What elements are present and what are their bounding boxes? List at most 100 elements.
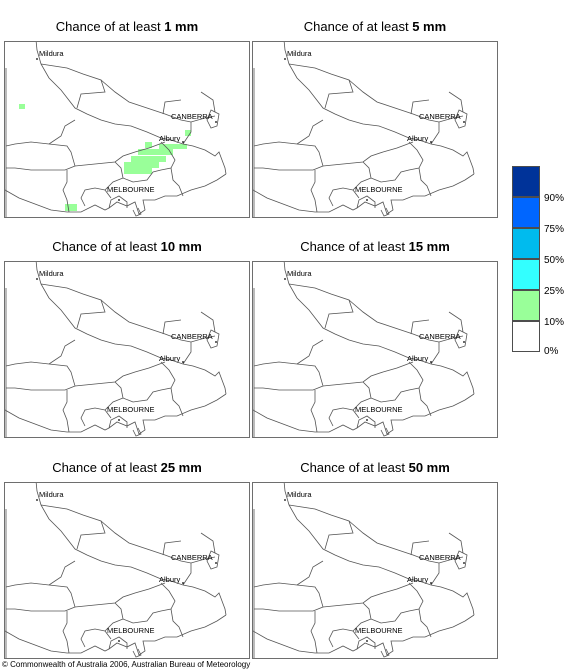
boundary-line <box>356 415 376 429</box>
place-label-melbourne: MELBOURNE <box>355 405 403 414</box>
panel-title-amount: 15 mm <box>408 239 450 254</box>
boundary-line <box>296 119 324 145</box>
panel-title: Chance of at least 5 mm <box>252 18 498 38</box>
boundary-line <box>448 91 464 113</box>
panel-title-prefix: Chance of at least <box>300 460 405 475</box>
boundary-line <box>410 319 430 335</box>
boundary-line <box>288 63 354 109</box>
boundary-line <box>170 387 184 417</box>
rain-chance-cell <box>138 156 145 162</box>
boundary-line <box>352 602 372 640</box>
boundary-line <box>253 141 324 171</box>
place-label-melbourne: MELBOURNE <box>355 185 403 194</box>
rain-chance-cell <box>173 144 180 149</box>
boundary-line <box>132 427 142 437</box>
boundary-line <box>5 141 76 171</box>
boundary-line <box>62 170 70 213</box>
boundary-line <box>170 167 184 197</box>
boundary-line <box>206 109 220 129</box>
place-dot-mildura <box>36 278 38 280</box>
boundary-line <box>253 393 475 435</box>
boundary-line <box>48 339 76 365</box>
map-canvas: Mildura CANBERRA Albury MELBOURNE <box>253 483 475 658</box>
rain-chance-cell <box>145 162 152 168</box>
rain-chance-cell <box>145 168 152 174</box>
boundary-line <box>170 608 184 638</box>
map-canvas: Mildura CANBERRA Albury MELBOURNE <box>253 42 475 217</box>
copyright-notice: © Commonwealth of Australia 2006, Austra… <box>2 660 251 669</box>
victoria-map: Mildura CANBERRA Albury MELBOURNE <box>252 261 498 438</box>
place-dot-canberra <box>215 341 217 343</box>
panel-title-amount: 25 mm <box>160 460 202 475</box>
boundary-line <box>418 167 432 197</box>
boundary-line <box>35 42 227 175</box>
rain-chance-cell <box>138 162 145 168</box>
rain-chance-cell <box>19 104 25 109</box>
boundary-line <box>104 602 124 640</box>
boundary-line <box>283 42 475 175</box>
legend-tick-25: 25% <box>544 286 565 297</box>
boundary-line <box>200 311 216 333</box>
boundary-line <box>40 63 106 109</box>
boundary-line <box>200 532 216 554</box>
place-dot-albury <box>182 361 184 363</box>
rain-chance-cell <box>131 168 138 174</box>
map-canvas: Mildura CANBERRA Albury MELBOURNE <box>5 262 227 437</box>
place-dot-canberra <box>215 121 217 123</box>
rain-chance-cell <box>152 162 159 168</box>
place-label-melbourne: MELBOURNE <box>107 185 155 194</box>
place-dot-albury <box>430 361 432 363</box>
boundary-line <box>80 187 106 207</box>
victoria-map: Mildura CANBERRA Albury MELBOURNE <box>4 482 250 659</box>
place-dot-melbourne <box>366 199 368 201</box>
legend-tick-50: 50% <box>544 255 565 266</box>
place-dot-albury <box>430 582 432 584</box>
boundary-line <box>352 381 372 419</box>
boundary-line <box>310 611 318 654</box>
boundary-line <box>430 342 440 365</box>
boundary-line <box>108 636 128 650</box>
boundary-line <box>380 427 390 437</box>
place-dot-mildura <box>36 499 38 501</box>
place-label-canberra: CANBERRA <box>171 112 213 121</box>
rain-chance-cell <box>124 168 131 174</box>
place-dot-melbourne <box>118 640 120 642</box>
boundary-line <box>356 195 376 209</box>
place-dot-canberra <box>463 121 465 123</box>
panel-title: Chance of at least 25 mm <box>4 459 250 479</box>
probability-legend: 90% 75% 50% 25% 10% 0% <box>512 166 570 366</box>
boundary-line <box>80 628 106 648</box>
panel-title-amount: 10 mm <box>160 239 202 254</box>
map-canvas: Mildura CANBERRA Albury MELBOURNE <box>5 42 227 217</box>
boundary-line <box>410 540 430 556</box>
place-dot-mildura <box>284 499 286 501</box>
legend-swatch-90-100 <box>512 166 540 197</box>
panel-title-prefix: Chance of at least <box>300 239 405 254</box>
legend-swatch-25-50 <box>512 259 540 290</box>
rain-chance-cell <box>180 144 187 149</box>
boundary-line <box>48 560 76 586</box>
boundary-line <box>200 91 216 113</box>
place-label-albury: Albury <box>159 134 181 143</box>
boundary-line <box>100 299 216 343</box>
boundary-line <box>122 361 176 403</box>
boundary-line <box>100 520 216 564</box>
boundary-line <box>430 122 440 145</box>
boundary-line <box>296 339 324 365</box>
victoria-map: Mildura CANBERRA Albury MELBOURNE <box>4 261 250 438</box>
boundary-line <box>310 390 318 433</box>
boundary-line <box>253 614 475 656</box>
boundary-line <box>322 361 414 387</box>
place-dot-canberra <box>215 562 217 564</box>
legend-swatch-50-75 <box>512 228 540 259</box>
boundary-line <box>108 195 128 209</box>
boundary-line <box>35 483 227 616</box>
boundary-line <box>40 504 106 550</box>
boundary-line <box>162 99 182 115</box>
place-dot-albury <box>430 141 432 143</box>
rain-chance-cell <box>185 130 191 136</box>
rain-chance-cell <box>159 156 166 162</box>
map-canvas: Mildura CANBERRA Albury MELBOURNE <box>5 483 227 658</box>
panel-title: Chance of at least 15 mm <box>252 238 498 258</box>
legend-swatch-75-90 <box>512 197 540 228</box>
